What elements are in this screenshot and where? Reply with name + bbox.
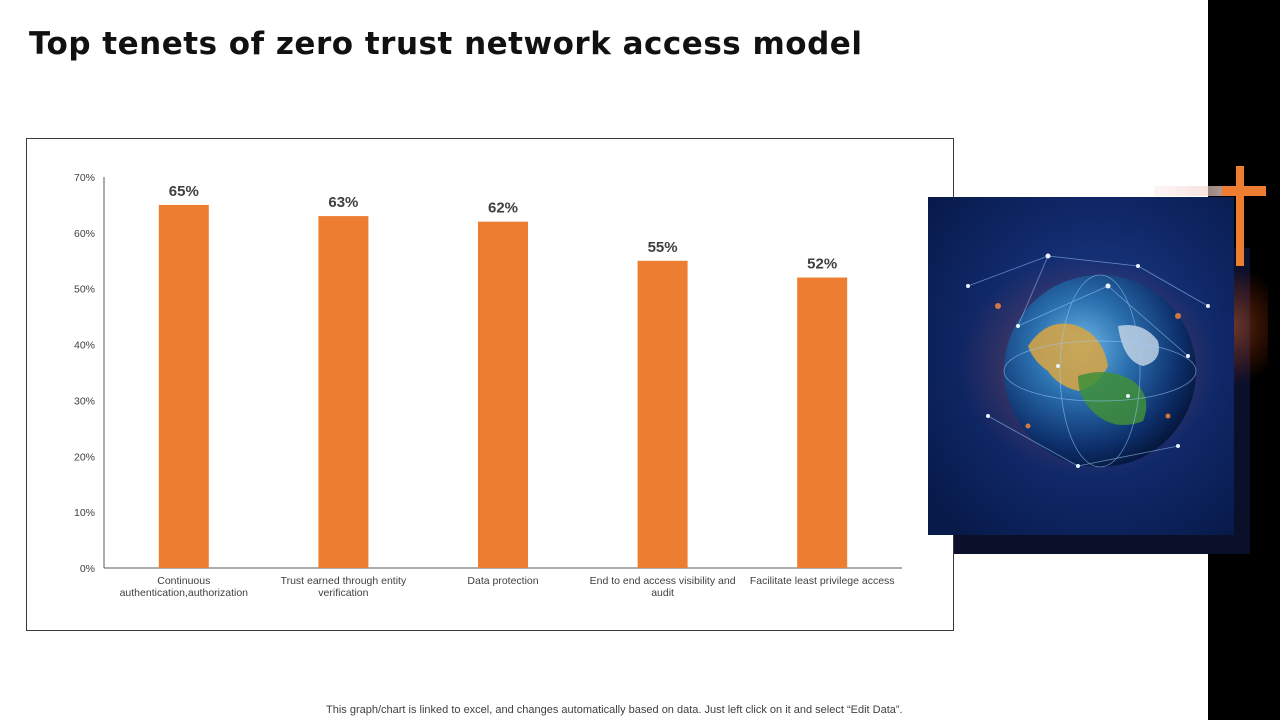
bar-chart-svg: 0% 10% 20% 30% 40% 50% 60% 70% 65% Continuous auth… bbox=[74, 172, 902, 599]
bar bbox=[158, 204, 209, 568]
y-tick-label: 50% bbox=[74, 284, 95, 296]
data-label: 52% bbox=[807, 256, 837, 273]
data-label: 55% bbox=[648, 239, 678, 256]
bar-chart[interactable]: 0% 10% 20% 30% 40% 50% 60% 70% 65% Continuous auth… bbox=[26, 138, 954, 631]
y-tick-label: 0% bbox=[80, 563, 95, 575]
y-tick-label: 20% bbox=[74, 451, 95, 463]
x-tick-label: End to end access visibility and audit bbox=[590, 575, 736, 599]
y-tick-label: 10% bbox=[74, 507, 95, 519]
bar bbox=[478, 221, 528, 568]
x-tick-label-line: Continuous bbox=[157, 575, 210, 587]
data-label: 62% bbox=[488, 200, 518, 217]
bar bbox=[797, 277, 848, 568]
y-tick-label: 60% bbox=[74, 228, 95, 240]
y-tick-label: 70% bbox=[74, 172, 95, 184]
y-tick-label: 30% bbox=[74, 395, 95, 407]
chart-footnote: This graph/chart is linked to excel, and… bbox=[326, 704, 903, 716]
bar bbox=[637, 260, 688, 568]
page-title: Top tenets of zero trust network access … bbox=[29, 26, 863, 62]
globe-network-image bbox=[928, 166, 1268, 554]
x-tick-label-line: Facilitate least privilege access bbox=[750, 575, 895, 587]
x-tick-label: Continuous authentication,authorization bbox=[120, 575, 249, 599]
x-tick-label: Facilitate least privilege access bbox=[750, 575, 895, 587]
x-tick-label-line: authentication,authorization bbox=[120, 587, 249, 599]
x-tick-label-line: Data protection bbox=[467, 575, 538, 587]
data-label: 65% bbox=[169, 183, 199, 200]
data-label: 63% bbox=[328, 194, 358, 211]
x-tick-label-line: verification bbox=[318, 587, 368, 599]
x-tick-label-line: End to end access visibility and bbox=[590, 575, 736, 587]
bar bbox=[318, 216, 369, 568]
x-tick-label-line: Trust earned through entity bbox=[281, 575, 407, 587]
x-tick-label-line: audit bbox=[651, 587, 674, 599]
x-tick-label: Data protection bbox=[467, 575, 538, 587]
y-tick-label: 40% bbox=[74, 340, 95, 352]
x-tick-label: Trust earned through entity verification bbox=[281, 575, 407, 599]
